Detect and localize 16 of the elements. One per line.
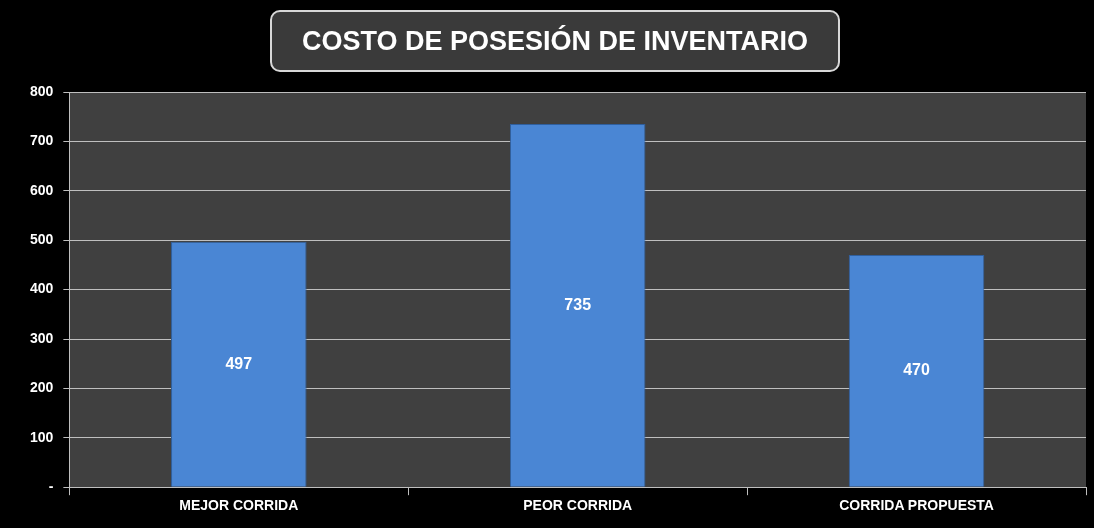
x-tick-label: PEOR CORRIDA bbox=[523, 497, 633, 514]
y-tick-label: 600 bbox=[30, 181, 54, 198]
y-tick-label: 500 bbox=[30, 231, 54, 248]
y-tick-label: 100 bbox=[30, 428, 54, 445]
x-tick-label: CORRIDA PROPUESTA bbox=[839, 497, 994, 514]
y-tick-label: 400 bbox=[30, 280, 54, 297]
data-label: 735 bbox=[564, 295, 592, 313]
y-tick-label: 800 bbox=[30, 82, 54, 99]
data-label: 470 bbox=[903, 361, 931, 379]
x-tick-label: MEJOR CORRIDA bbox=[179, 497, 299, 514]
data-label: 497 bbox=[225, 354, 253, 372]
chart-title: COSTO DE POSESIÓN DE INVENTARIO bbox=[270, 10, 840, 72]
y-tick-label: 200 bbox=[30, 379, 54, 396]
y-tick-label: 300 bbox=[30, 329, 54, 346]
y-tick-label: 700 bbox=[30, 132, 54, 149]
y-tick-label: - bbox=[48, 478, 54, 495]
